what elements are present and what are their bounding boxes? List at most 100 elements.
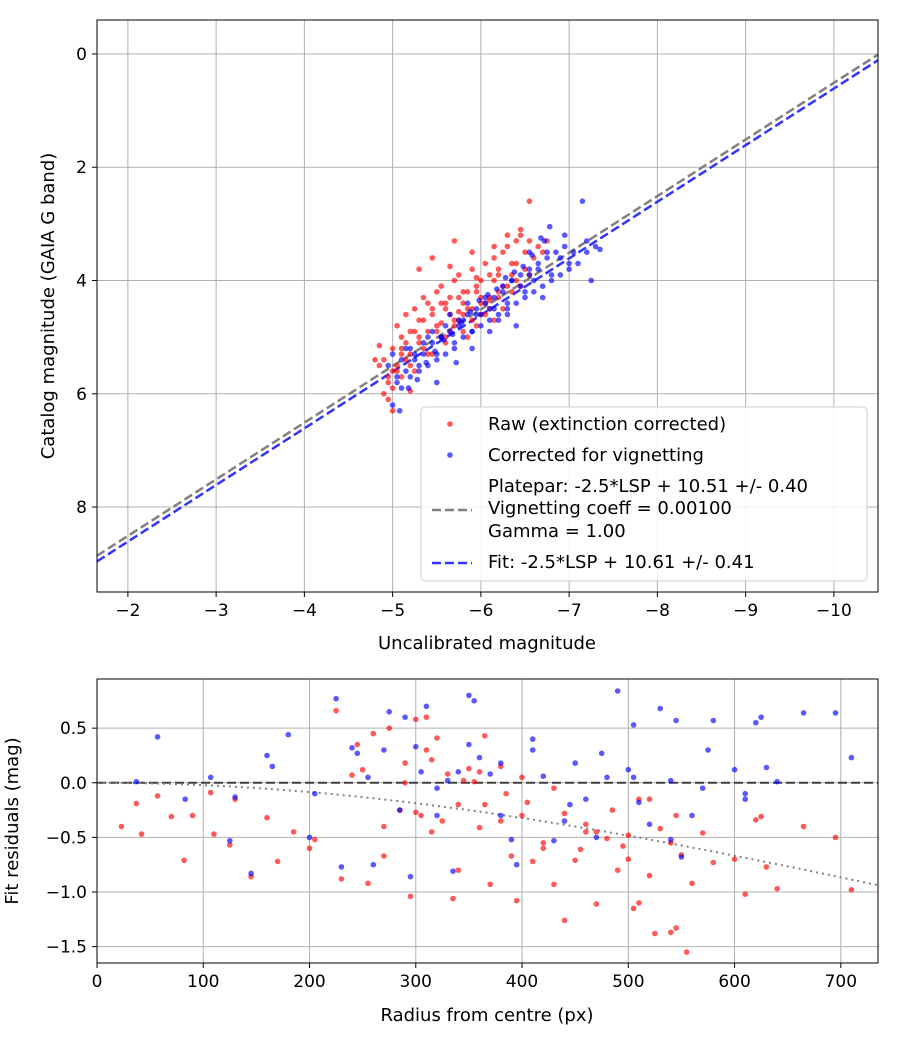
- corrected-point: [520, 263, 526, 270]
- corrected-point: [464, 300, 471, 307]
- residual-corrected-point: [689, 812, 695, 819]
- corrected-point: [416, 362, 422, 369]
- raw-point: [416, 266, 422, 273]
- residual-raw-point: [593, 829, 600, 835]
- residual-corrected-point: [763, 764, 770, 771]
- residual-raw-point: [832, 834, 839, 841]
- raw-point: [447, 263, 453, 270]
- raw-point: [385, 379, 392, 386]
- corrected-point: [522, 289, 528, 295]
- residual-raw-point: [503, 790, 509, 797]
- residual-raw-point: [625, 856, 632, 862]
- residual-corrected-point: [418, 769, 424, 775]
- corrected-point: [442, 323, 449, 329]
- raw-point: [473, 289, 480, 295]
- raw-point: [389, 408, 396, 414]
- residual-raw-point: [646, 796, 653, 802]
- raw-point: [376, 362, 383, 369]
- y-tick-label: −0.5: [46, 828, 87, 848]
- residual-corrected-point: [848, 754, 855, 761]
- residual-corrected-point: [450, 868, 456, 874]
- raw-point: [420, 294, 427, 301]
- raw-point: [509, 260, 515, 267]
- raw-point: [500, 249, 506, 255]
- raw-point: [381, 357, 387, 363]
- raw-point: [513, 277, 519, 284]
- raw-point: [389, 345, 396, 352]
- residual-raw-point: [381, 823, 387, 830]
- corrected-point: [396, 408, 403, 414]
- corrected-point: [584, 249, 590, 255]
- residual-corrected-point: [513, 861, 520, 868]
- residual-corrected-point: [407, 873, 414, 880]
- raw-point: [469, 249, 475, 255]
- raw-point: [416, 317, 422, 324]
- corrected-point: [557, 255, 564, 261]
- x-tick-label: −9: [733, 601, 758, 621]
- corrected-point: [584, 238, 590, 244]
- raw-point: [491, 277, 497, 284]
- raw-point: [442, 300, 449, 307]
- corrected-point: [394, 374, 400, 380]
- residual-raw-point: [306, 845, 313, 852]
- residual-raw-point: [774, 885, 780, 892]
- raw-point: [456, 294, 462, 301]
- raw-point: [464, 289, 471, 295]
- residual-corrected-point: [471, 698, 478, 704]
- residual-corrected-point: [466, 692, 472, 699]
- corrected-point: [403, 345, 409, 352]
- x-tick-label: −3: [204, 601, 229, 621]
- residual-raw-point: [428, 829, 435, 835]
- residual-corrected-point: [434, 785, 440, 791]
- corrected-point: [385, 362, 392, 369]
- residual-raw-point: [482, 733, 488, 739]
- legend-raw-label: Raw (extinction corrected): [488, 414, 726, 435]
- residual-corrected-point: [832, 710, 839, 716]
- corrected-point: [469, 345, 475, 352]
- residual-raw-point: [354, 741, 361, 748]
- residual-corrected-point: [227, 837, 233, 844]
- residual-raw-point: [513, 897, 520, 904]
- corrected-point: [458, 320, 465, 326]
- corrected-point: [570, 249, 577, 255]
- raw-point: [407, 362, 414, 369]
- raw-point: [416, 340, 422, 346]
- corrected-point: [423, 359, 430, 366]
- residual-raw-point: [609, 807, 616, 813]
- x-tick-label: −8: [645, 601, 670, 621]
- corrected-point: [394, 379, 400, 386]
- residual-raw-point: [487, 881, 494, 888]
- residual-raw-point: [710, 859, 717, 866]
- corrected-point: [504, 300, 511, 307]
- raw-point: [403, 340, 409, 346]
- residual-raw-point: [168, 813, 175, 820]
- residual-corrected-point: [444, 777, 451, 784]
- y-tick-label: 0.0: [60, 774, 87, 794]
- corrected-point: [485, 291, 491, 298]
- residual-corrected-point: [710, 717, 717, 724]
- x-tick-label: 700: [825, 972, 857, 992]
- residual-raw-point: [508, 853, 515, 859]
- residual-raw-point: [460, 777, 467, 784]
- corrected-point: [513, 323, 519, 329]
- residual-raw-point: [407, 893, 414, 900]
- corrected-point: [500, 283, 506, 290]
- top-y-axis-label: Catalog magnitude (GAIA G band): [38, 153, 59, 460]
- residual-corrected-point: [529, 747, 536, 753]
- raw-point: [500, 306, 506, 312]
- raw-point: [434, 289, 440, 295]
- bottom-y-axis-label: Fit residuals (mag): [2, 737, 23, 904]
- residual-corrected-point: [248, 870, 254, 877]
- residual-corrected-point: [561, 818, 568, 824]
- residual-raw-point: [274, 858, 281, 865]
- residual-raw-point: [370, 730, 377, 737]
- raw-point: [394, 368, 400, 374]
- corrected-point: [535, 260, 541, 267]
- residual-corrected-point: [800, 710, 807, 716]
- corrected-point: [579, 198, 586, 204]
- residual-raw-point: [604, 835, 610, 842]
- corrected-point: [478, 323, 484, 329]
- residual-corrected-series: [133, 688, 855, 880]
- corrected-point: [398, 357, 405, 363]
- raw-point: [434, 328, 440, 335]
